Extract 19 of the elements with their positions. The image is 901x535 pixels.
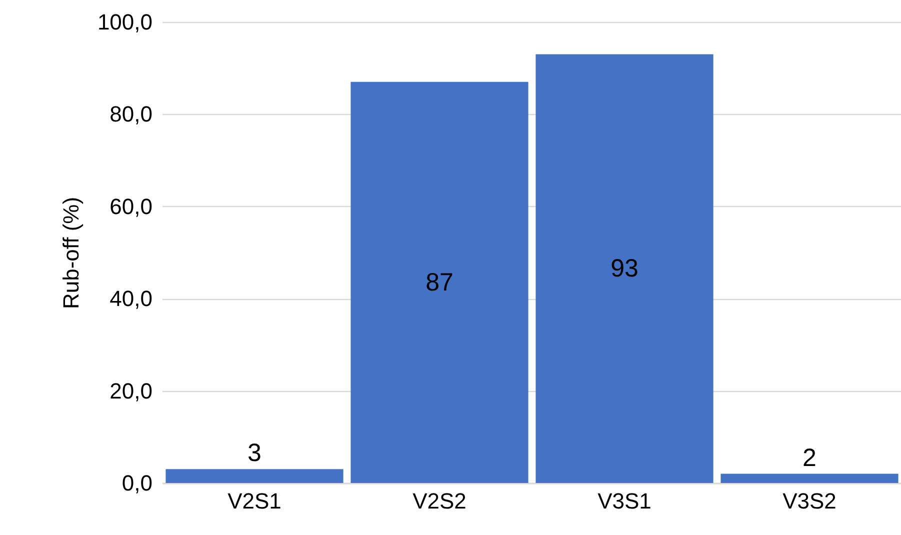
x-tick-label: V2S2 <box>412 488 466 514</box>
x-tick-label: V2S1 <box>228 488 282 514</box>
bar <box>166 469 344 483</box>
x-tick-label: V3S1 <box>598 488 652 514</box>
y-axis-title: Rub-off (%) <box>58 196 84 310</box>
y-tick-label: 100,0 <box>97 10 152 34</box>
y-tick-label: 20,0 <box>110 378 152 404</box>
x-tick-label: V3S2 <box>782 488 836 514</box>
y-tick-label: 80,0 <box>110 102 152 127</box>
data-label: 2 <box>802 444 816 472</box>
bar <box>536 54 714 483</box>
data-label: 3 <box>248 439 262 468</box>
data-label: 87 <box>426 268 454 296</box>
y-tick-label: 0,0 <box>122 470 152 496</box>
data-label: 93 <box>610 254 638 283</box>
y-tick-label: 40,0 <box>110 286 152 312</box>
bar <box>350 82 528 483</box>
y-tick-label: 60,0 <box>110 194 152 219</box>
bar <box>720 474 898 483</box>
